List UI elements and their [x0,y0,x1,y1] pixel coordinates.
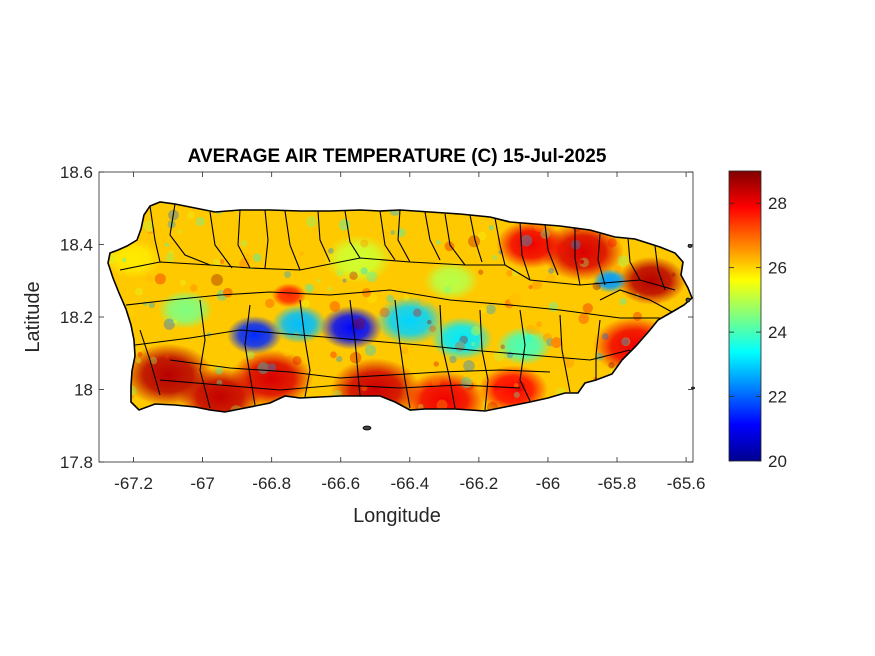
temperature-blob [402,371,486,412]
y-tick-label: 17.8 [60,453,93,472]
x-tick-label: -66.6 [321,474,360,493]
colorbar-tick-label: 24 [768,323,787,342]
y-axis-label: Latitude [22,281,44,352]
municipality-boundary [599,289,673,313]
municipality-boundary [559,314,571,393]
municipality-boundary [209,211,233,269]
municipality-boundary [597,233,606,286]
municipality-boundary [424,211,441,261]
temperature-blob [320,306,383,350]
municipality-boundary [169,359,551,379]
temperature-blob [230,349,314,408]
y-tick-label: 18.6 [60,163,93,182]
municipality-boundary [149,205,161,263]
municipality-boundary [134,329,631,361]
x-tick-label: -65.6 [667,474,706,493]
colorbar-ticks: 20 22 24 26 28 [729,194,787,471]
municipality-boundaries [119,203,676,411]
colorbar-tick-label: 20 [768,452,787,471]
municipality-boundary [379,210,396,261]
municipality-boundary [119,257,676,291]
x-tick-label: -66.8 [252,474,291,493]
coastline [107,201,693,413]
municipality-boundary [397,209,411,263]
temperature-blob [375,296,445,345]
municipality-boundary [159,379,521,391]
temperature-blob [430,316,493,361]
temperature-blob [423,261,479,301]
municipality-boundary [299,299,311,398]
temperature-blob [271,283,307,308]
municipality-boundary [317,210,331,263]
temperature-blob [323,234,393,284]
x-tick-label: -67.2 [114,474,153,493]
temperature-blob [592,268,628,293]
municipality-boundary [394,299,411,409]
municipality-boundary [344,210,361,259]
y-tick-label: 18 [74,381,93,400]
municipality-boundary [169,203,211,266]
municipality-boundary [574,228,581,286]
municipality-boundary [444,213,466,266]
municipality-boundary [439,304,456,409]
colorbar-tick-label: 28 [768,194,787,213]
colorbar [728,170,762,462]
x-tick-label: -66.4 [390,474,429,493]
y-axis-ticks: 17.8 18 18.2 18.4 18.6 [60,163,693,472]
x-tick-label: -66 [536,474,561,493]
x-axis-ticks: -67.2 -67 -66.8 -66.6 -66.4 -66.2 -66 -65.8 -65.… [114,172,705,493]
municipality-boundary [264,209,269,269]
municipality-boundary [654,245,666,291]
municipality-boundary [125,289,660,319]
y-tick-label: 18.2 [60,308,93,327]
x-axis-label: Longitude [353,505,441,527]
islet [685,297,691,303]
colorbar-tick-label: 26 [768,259,787,278]
municipality-boundary [595,319,601,380]
municipality-boundary [479,309,489,411]
islet [362,425,372,431]
islet [687,244,693,248]
x-tick-label: -67 [190,474,215,493]
municipality-boundary [544,223,559,276]
x-tick-label: -66.2 [460,474,499,493]
temperature-blob [226,315,283,355]
municipality-boundary [139,329,161,396]
municipality-boundary [244,304,256,406]
municipality-boundary [469,214,483,263]
municipality-boundary [519,309,531,402]
municipality-boundary [627,237,641,281]
chart-title: AVERAGE AIR TEMPERATURE (C) 15-Jul-2025 [188,146,607,167]
municipality-boundary [237,209,251,269]
municipality-boundary [284,210,301,271]
x-tick-label: -65.8 [598,474,637,493]
temperature-blob [496,220,566,269]
municipality-boundary [199,299,211,409]
temperature-blob [271,304,327,344]
y-tick-label: 18.4 [60,236,93,255]
municipality-boundary [494,217,506,266]
colorbar-tick-label: 22 [768,388,787,407]
municipality-boundary [519,221,531,281]
